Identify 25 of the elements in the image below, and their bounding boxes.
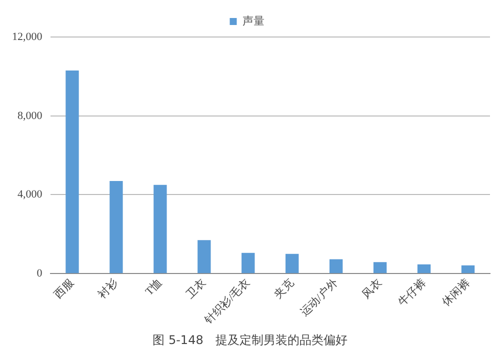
x-tick-label: 衬衫 (96, 276, 120, 302)
x-tick-label: 牛仔裤 (396, 276, 428, 309)
y-tick-label: 4,000 (18, 188, 43, 201)
y-tick-label: 8,000 (18, 110, 43, 122)
x-tick-label: 夹克 (272, 276, 296, 302)
y-tick-label: 12,000 (12, 30, 43, 43)
bar (66, 70, 79, 274)
x-tick-label: 卫衣 (184, 276, 208, 302)
x-tick-label: 休闲裤 (440, 276, 472, 309)
bar (110, 180, 123, 274)
x-tick-label: 运动/户外 (298, 276, 340, 319)
x-tick-label: 西服 (52, 276, 76, 302)
caption: 图 5-148 提及定制男装的品类偏好 (152, 332, 348, 349)
bar (242, 252, 255, 274)
legend-label: 声量 (242, 14, 264, 28)
y-tick-label: 0 (36, 268, 43, 280)
x-tick-label: 风衣 (359, 276, 384, 302)
bar (329, 259, 343, 274)
bar (154, 184, 167, 274)
bar (461, 265, 475, 274)
bar (373, 262, 387, 274)
x-tick-label: T恤 (143, 276, 164, 298)
bar (417, 264, 431, 274)
bar (198, 240, 211, 274)
bar (286, 254, 299, 274)
